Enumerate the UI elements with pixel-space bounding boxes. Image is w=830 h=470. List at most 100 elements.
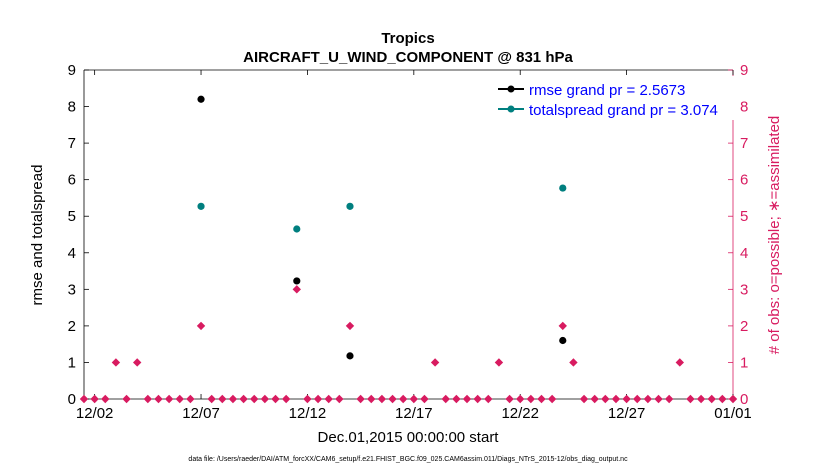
obs-count-point xyxy=(611,394,621,404)
y-tick-label: 0 xyxy=(68,391,76,408)
y-tick-label: 9 xyxy=(68,62,76,79)
obs-count-point xyxy=(622,394,631,404)
y-tick-label: 6 xyxy=(68,172,76,189)
x-tick-label: 12/02 xyxy=(76,405,114,422)
y-tick-label: 3 xyxy=(68,281,76,298)
x-tick-label: 12/27 xyxy=(608,405,646,422)
rmse-point xyxy=(559,336,567,345)
legend: rmse grand pr = 2.5673 totalspread grand… xyxy=(494,76,740,120)
obs-count-point xyxy=(175,394,184,404)
plot-area: 0 0 1 1 2 2 3 3 4 4 5 5 6 6 7 7 8 8 9 9 12/02 12/07 12/12 12/17… xyxy=(68,62,752,422)
obs-count-point xyxy=(409,394,419,404)
y-tick-label: 7 xyxy=(68,135,76,152)
obs-count-point xyxy=(484,394,493,404)
obs-count-point xyxy=(260,394,270,404)
obs-count-point xyxy=(547,394,557,404)
obs-count-point xyxy=(218,394,227,404)
obs-count-point xyxy=(398,394,408,404)
x-tick-label: 01/01 xyxy=(714,405,752,422)
legend-rmse-marker xyxy=(507,85,515,93)
y-tick-label: 4 xyxy=(68,245,76,262)
obs-count-point xyxy=(281,394,291,404)
obs-count-point xyxy=(579,394,589,404)
y2-tick-label: 1 xyxy=(740,354,748,371)
obs-count-point xyxy=(292,285,301,294)
y2-tick-label: 2 xyxy=(740,318,748,335)
obs-count-point xyxy=(601,394,610,404)
obs-count-point xyxy=(271,394,280,404)
legend-spread-marker xyxy=(507,105,515,113)
obs-count-point xyxy=(196,321,206,331)
obs-count-point xyxy=(324,394,333,404)
x-axis-label: Dec.01,2015 00:00:00 start xyxy=(318,429,500,446)
rmse-point xyxy=(197,95,205,103)
footnote: data file: /Users/raeder/DAI/ATM_forcXX/… xyxy=(188,456,628,463)
y2-tick-label: 7 xyxy=(740,135,748,152)
obs-count-point xyxy=(643,394,653,404)
obs-count-point xyxy=(707,394,716,404)
obs-count-point xyxy=(239,394,248,404)
obs-count-point xyxy=(633,394,642,404)
obs-count-point xyxy=(101,394,110,404)
obs-count-point xyxy=(154,394,163,404)
obs-count-point xyxy=(356,394,365,404)
y2-tick-label: 0 xyxy=(740,391,748,408)
legend-spread-label: totalspread grand pr = 3.074 xyxy=(529,102,718,119)
y2-tick-label: 5 xyxy=(740,208,748,225)
y-tick-label: 1 xyxy=(68,354,76,371)
obs-count-point xyxy=(654,394,663,404)
plot-background xyxy=(84,70,733,399)
obs-count-point xyxy=(675,358,685,367)
obs-count-point xyxy=(526,394,536,404)
obs-count-point xyxy=(367,394,376,404)
x-tick-label: 12/07 xyxy=(182,405,220,422)
y-axis-label: rmse and totalspread xyxy=(29,165,46,306)
y-tick-label: 5 xyxy=(68,208,76,225)
obs-count-point xyxy=(686,394,695,404)
totalspread-point xyxy=(293,225,301,233)
chart-subtitle: AIRCRAFT_U_WIND_COMPONENT @ 831 hPa xyxy=(243,49,573,66)
y-tick-label: 2 xyxy=(68,318,76,335)
obs-count-point xyxy=(505,394,514,404)
obs-count-point xyxy=(462,394,472,404)
obs-count-point xyxy=(696,394,706,404)
obs-count-point xyxy=(388,394,397,404)
obs-count-point xyxy=(494,358,504,367)
obs-count-point xyxy=(186,394,195,404)
obs-count-point xyxy=(516,394,525,404)
obs-count-point xyxy=(313,394,323,404)
totalspread-point xyxy=(346,202,354,210)
obs-count-point xyxy=(335,394,344,404)
obs-count-point xyxy=(90,394,99,404)
obs-count-point xyxy=(569,358,578,367)
y2-tick-label: 8 xyxy=(740,99,748,116)
obs-count-point xyxy=(473,394,482,404)
obs-count-point xyxy=(441,394,450,404)
obs-count-point xyxy=(164,394,174,404)
obs-count-point xyxy=(122,394,131,404)
obs-count-point xyxy=(228,394,238,404)
y2-tick-label: 6 xyxy=(740,172,748,189)
obs-count-point xyxy=(143,394,153,404)
obs-count-point xyxy=(79,394,89,404)
legend-box xyxy=(494,76,740,120)
obs-count-point xyxy=(420,394,429,404)
obs-count-point xyxy=(664,394,674,404)
obs-count-point xyxy=(728,394,738,404)
obs-count-point xyxy=(250,394,259,404)
y2-tick-label: 3 xyxy=(740,281,748,298)
x-tick-label: 12/22 xyxy=(501,405,539,422)
obs-count-point xyxy=(377,394,387,404)
obs-count-point xyxy=(430,358,440,367)
obs-count-point xyxy=(558,321,567,331)
obs-count-point xyxy=(345,321,355,331)
chart-title: Tropics xyxy=(381,30,434,47)
rmse-point xyxy=(293,277,301,285)
x-tick-label: 12/12 xyxy=(289,405,327,422)
x-tick-label: 12/17 xyxy=(395,405,433,422)
y-tick-label: 8 xyxy=(68,99,76,116)
totalspread-point xyxy=(197,202,205,210)
rmse-point xyxy=(346,352,354,360)
obs-count-point xyxy=(718,394,727,404)
